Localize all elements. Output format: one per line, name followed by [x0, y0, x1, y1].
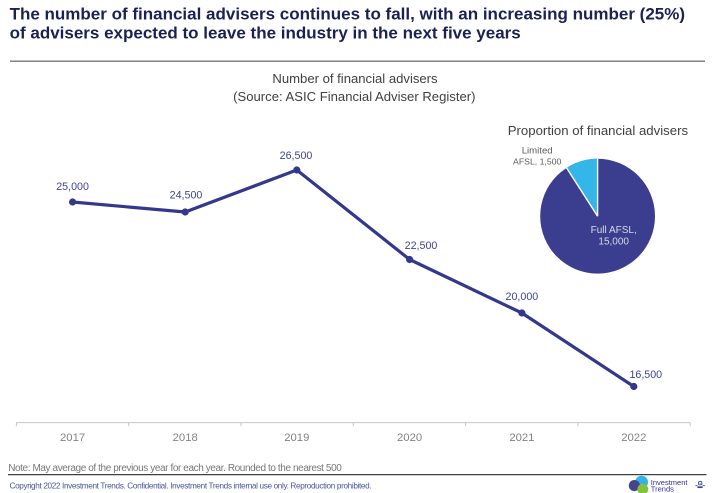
svg-text:The number of financial advise: The number of financial advisers continu…	[10, 4, 685, 23]
svg-text:16,500: 16,500	[629, 369, 662, 381]
svg-text:2022: 2022	[621, 432, 646, 444]
svg-text:Number of financial advisers: Number of financial advisers	[272, 71, 438, 86]
svg-text:25,000: 25,000	[56, 181, 89, 193]
svg-text:22,500: 22,500	[405, 240, 438, 252]
svg-text:Investment: Investment	[651, 478, 689, 487]
svg-text:15,000: 15,000	[598, 237, 629, 248]
svg-text:2021: 2021	[509, 432, 534, 444]
svg-text:AFSL, 1,500: AFSL, 1,500	[513, 156, 561, 166]
svg-text:Note: May average of the previ: Note: May average of the previous year f…	[8, 463, 342, 474]
svg-text:Trends: Trends	[651, 485, 674, 493]
svg-text:26,500: 26,500	[280, 150, 313, 162]
svg-text:2018: 2018	[173, 432, 198, 444]
svg-text:Full AFSL,: Full AFSL,	[591, 225, 637, 236]
svg-text:Limited: Limited	[522, 145, 553, 156]
svg-text:2017: 2017	[60, 432, 85, 444]
svg-text:Copyright 2022 Investment Tren: Copyright 2022 Investment Trends. Confid…	[10, 482, 372, 491]
svg-text:(Source: ASIC Financial Advise: (Source: ASIC Financial Adviser Register…	[233, 89, 475, 104]
svg-text:of advisers expected to leave: of advisers expected to leave the indust…	[10, 23, 521, 42]
svg-text:2019: 2019	[284, 432, 309, 444]
svg-text:2020: 2020	[397, 432, 422, 444]
svg-text:24,500: 24,500	[170, 189, 203, 201]
svg-text:Proportion of financial advise: Proportion of financial advisers	[508, 123, 689, 138]
svg-text:20,000: 20,000	[506, 291, 539, 303]
